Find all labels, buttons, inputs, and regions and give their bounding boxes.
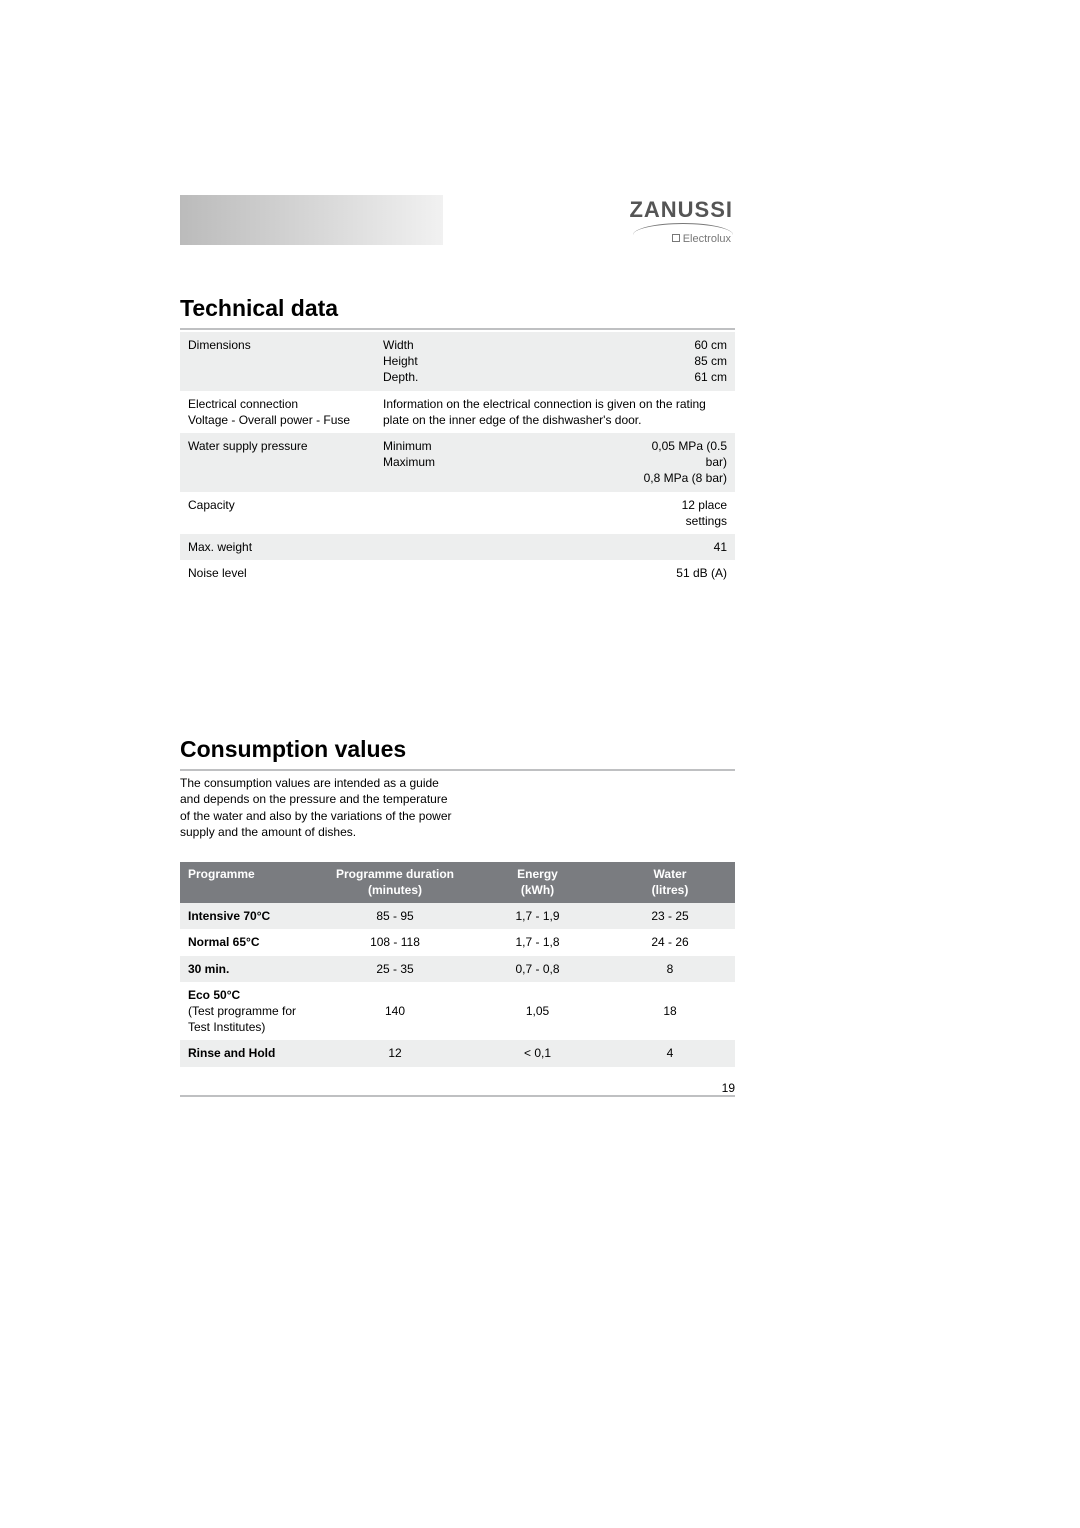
programme-name: Normal 65°C (180, 929, 320, 955)
spec-label: Max. weight (180, 534, 375, 560)
duration-value: 108 - 118 (320, 929, 470, 955)
col-water-unit: (litres) (652, 883, 689, 897)
footer-rule (180, 1095, 735, 1097)
spec-label: Noise level (180, 560, 375, 586)
programme-sub: (Test programme for Test Institutes) (188, 1004, 296, 1034)
table-row: Normal 65°C 108 - 118 1,7 - 1,8 24 - 26 (180, 929, 735, 955)
spec-label: Capacity (180, 492, 375, 534)
table-row: Electrical connection Voltage - Overall … (180, 391, 735, 433)
section-rule (180, 328, 735, 330)
energy-value: 0,7 - 0,8 (470, 956, 605, 982)
water-value: 18 (605, 982, 735, 1041)
water-value: 4 (605, 1040, 735, 1066)
page-content: Technical data Dimensions Width Height D… (180, 295, 735, 1067)
programme-name: 30 min. (180, 956, 320, 982)
consumption-table: Programme Programme duration (minutes) E… (180, 862, 735, 1067)
table-row: Water supply pressure Minimum Maximum 0,… (180, 433, 735, 492)
spec-value: 41 (635, 534, 735, 560)
page-footer: 19 (180, 1095, 735, 1097)
col-energy: Energy (kWh) (470, 862, 605, 903)
col-duration: Programme duration (minutes) (320, 862, 470, 903)
table-row: Eco 50°C (Test programme for Test Instit… (180, 982, 735, 1041)
programme-name: Eco 50°C (Test programme for Test Instit… (180, 982, 320, 1041)
electrolux-icon (672, 234, 680, 242)
spec-value: 60 cm 85 cm 61 cm (635, 332, 735, 391)
spec-mid (375, 560, 635, 586)
table-row: Max. weight 41 (180, 534, 735, 560)
col-energy-main: Energy (517, 867, 558, 881)
table-row: Capacity 12 place settings (180, 492, 735, 534)
energy-value: 1,05 (470, 982, 605, 1041)
spec-mid: Minimum Maximum (375, 433, 635, 492)
duration-value: 12 (320, 1040, 470, 1066)
table-header-row: Programme Programme duration (minutes) E… (180, 862, 735, 903)
sub-brand-label: Electrolux (672, 233, 731, 245)
spec-mid: Width Height Depth. (375, 332, 635, 391)
consumption-values-heading: Consumption values (180, 736, 735, 763)
section-rule (180, 769, 735, 771)
programme-main: Eco 50°C (188, 988, 240, 1002)
spec-value: 51 dB (A) (635, 560, 735, 586)
spec-label: Water supply pressure (180, 433, 375, 492)
technical-data-table: Dimensions Width Height Depth. 60 cm 85 … (180, 332, 735, 586)
spec-mid: Information on the electrical connection… (375, 391, 735, 433)
programme-name: Rinse and Hold (180, 1040, 320, 1066)
energy-value: < 0,1 (470, 1040, 605, 1066)
spec-label: Electrical connection Voltage - Overall … (180, 391, 375, 433)
spec-label: Dimensions (180, 332, 375, 391)
table-row: 30 min. 25 - 35 0,7 - 0,8 8 (180, 956, 735, 982)
duration-value: 85 - 95 (320, 903, 470, 929)
spec-mid (375, 492, 635, 534)
col-programme: Programme (180, 862, 320, 903)
technical-data-heading: Technical data (180, 295, 735, 322)
col-duration-unit: (minutes) (368, 883, 422, 897)
duration-value: 25 - 35 (320, 956, 470, 982)
col-duration-main: Programme duration (336, 867, 454, 881)
page-header: ZANUSSI Electrolux (180, 195, 735, 245)
brand-logo: ZANUSSI (629, 197, 733, 223)
col-energy-unit: (kWh) (521, 883, 554, 897)
sub-brand-text: Electrolux (683, 233, 731, 245)
col-water-main: Water (654, 867, 687, 881)
col-water: Water (litres) (605, 862, 735, 903)
water-value: 23 - 25 (605, 903, 735, 929)
table-row: Noise level 51 dB (A) (180, 560, 735, 586)
table-row: Rinse and Hold 12 < 0,1 4 (180, 1040, 735, 1066)
consumption-note: The consumption values are intended as a… (180, 775, 460, 840)
spacer (180, 586, 735, 736)
programme-name: Intensive 70°C (180, 903, 320, 929)
header-gradient (180, 195, 443, 245)
page-number: 19 (180, 1081, 735, 1095)
duration-value: 140 (320, 982, 470, 1041)
spec-value: 12 place settings (635, 492, 735, 534)
energy-value: 1,7 - 1,9 (470, 903, 605, 929)
spec-mid (375, 534, 635, 560)
table-row: Intensive 70°C 85 - 95 1,7 - 1,9 23 - 25 (180, 903, 735, 929)
sub-brand-wrap: Electrolux (633, 227, 733, 245)
water-value: 8 (605, 956, 735, 982)
spec-value: 0,05 MPa (0.5 bar) 0,8 MPa (8 bar) (635, 433, 735, 492)
energy-value: 1,7 - 1,8 (470, 929, 605, 955)
water-value: 24 - 26 (605, 929, 735, 955)
table-row: Dimensions Width Height Depth. 60 cm 85 … (180, 332, 735, 391)
